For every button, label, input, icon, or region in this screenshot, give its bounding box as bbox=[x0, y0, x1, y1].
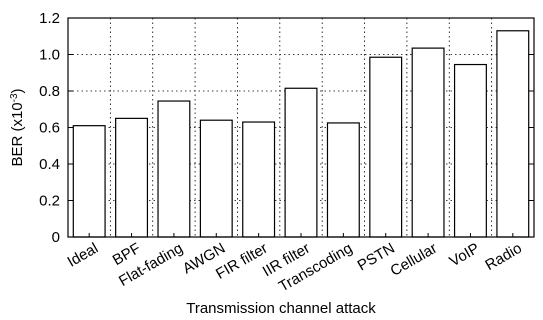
y-axis-label-close: ) bbox=[9, 88, 26, 93]
bar-cellular bbox=[411, 47, 445, 238]
bar-bpf bbox=[115, 117, 149, 238]
x-tick-label: Cellular bbox=[388, 240, 441, 280]
y-tick-label: 0.8 bbox=[39, 83, 60, 100]
y-axis-label-main: BER (x10 bbox=[9, 102, 26, 166]
y-axis-ticks: 0 0.2 0.4 0.6 0.8 1.0 1.2 bbox=[39, 10, 534, 246]
bar-iir-filter bbox=[284, 87, 318, 238]
bar-awgn bbox=[199, 119, 233, 238]
bar-radio bbox=[496, 30, 530, 238]
bar-flat-fading bbox=[157, 100, 191, 238]
y-tick-label: 1.2 bbox=[39, 10, 60, 27]
y-tick-label: 0.2 bbox=[39, 193, 60, 210]
bar-ideal bbox=[72, 125, 106, 238]
y-tick-label: 0 bbox=[52, 229, 60, 246]
bar-pstn bbox=[369, 56, 403, 238]
y-axis-label-exponent: -3 bbox=[9, 93, 20, 102]
y-tick-label: 0.6 bbox=[39, 120, 60, 137]
y-tick-label: 1.0 bbox=[39, 47, 60, 64]
x-tick-label: VoIP bbox=[446, 240, 482, 271]
bar-fir-filter bbox=[242, 121, 276, 238]
y-tick-label: 0.4 bbox=[39, 156, 60, 173]
x-axis-label: Transmission channel attack bbox=[186, 300, 376, 317]
bar-voip bbox=[453, 63, 487, 238]
bars bbox=[72, 30, 530, 238]
x-tick-label: Radio bbox=[482, 240, 524, 274]
bar-transcoding bbox=[326, 122, 360, 238]
x-tick-label: Ideal bbox=[65, 240, 102, 271]
y-axis-label: BER (x10-3) bbox=[9, 88, 27, 166]
